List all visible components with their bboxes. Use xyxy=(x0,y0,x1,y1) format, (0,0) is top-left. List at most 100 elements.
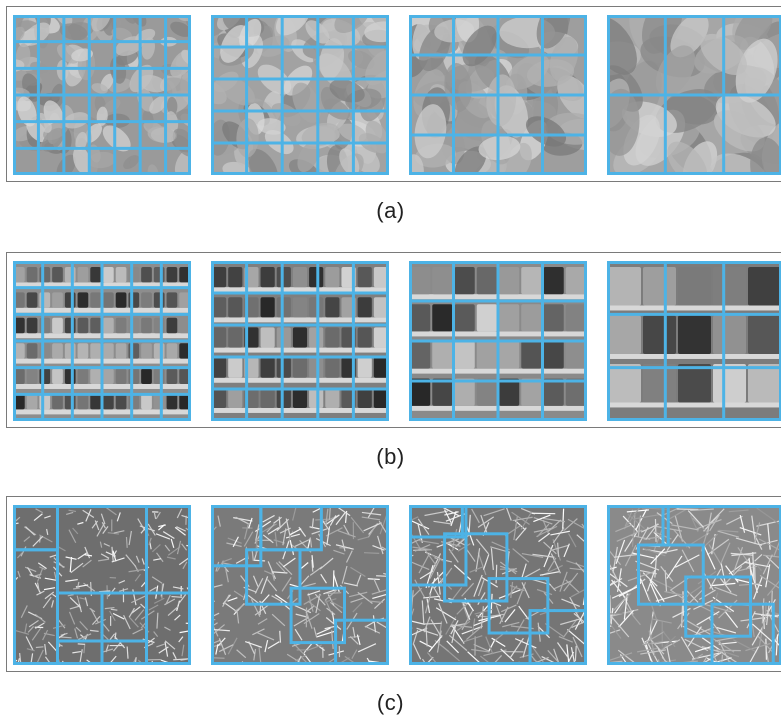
foliage-strand xyxy=(414,543,431,552)
foliage-strand xyxy=(130,606,141,615)
foliage-strand xyxy=(417,523,423,544)
foliage-strand xyxy=(236,609,240,624)
foliage-strand xyxy=(567,628,585,645)
foliage-strand xyxy=(567,518,585,529)
product-item xyxy=(410,267,431,295)
product-item xyxy=(309,357,324,378)
foliage-strand xyxy=(443,509,452,523)
foliage-strand xyxy=(166,556,176,560)
foliage-strand xyxy=(558,636,573,643)
foliage-strand xyxy=(361,516,381,521)
foliage-strand xyxy=(105,551,116,557)
pasta-shape xyxy=(172,128,191,157)
patch-box xyxy=(661,505,670,547)
foliage-strand xyxy=(616,529,643,542)
product-item xyxy=(90,292,101,308)
product-item xyxy=(357,387,372,408)
foliage-strand xyxy=(224,567,229,583)
foliage-strand xyxy=(177,594,187,605)
foliage-strand xyxy=(52,624,66,629)
figure-row-a xyxy=(6,6,781,182)
foliage-strand xyxy=(487,638,496,652)
foliage-strand xyxy=(428,635,443,653)
foliage-strand xyxy=(739,514,746,533)
pasta-shape xyxy=(292,82,321,123)
pasta-shape xyxy=(283,65,313,96)
foliage-strand xyxy=(485,636,494,655)
product-item xyxy=(179,317,190,334)
product-item xyxy=(141,393,152,410)
foliage-strand xyxy=(733,639,758,653)
foliage-strand xyxy=(728,509,749,513)
foliage-strand xyxy=(222,594,230,608)
product-item xyxy=(26,343,38,359)
product-item xyxy=(103,343,114,359)
tile-svg xyxy=(211,15,389,175)
row-caption-b: (b) xyxy=(376,444,405,469)
product-item xyxy=(357,357,372,378)
tile-svg xyxy=(607,505,781,665)
foliage-strand xyxy=(744,561,770,568)
product-item xyxy=(52,292,63,308)
foliage-strand xyxy=(311,555,314,568)
texture-tile-c1 xyxy=(13,505,191,665)
product-item xyxy=(432,378,453,406)
foliage-strand xyxy=(716,626,737,634)
foliage-strand xyxy=(44,643,47,655)
foliage-strand xyxy=(338,507,351,517)
foliage-strand xyxy=(568,533,577,548)
foliage-strand xyxy=(717,530,740,538)
foliage-strand xyxy=(448,548,459,563)
foliage-strand xyxy=(135,555,140,563)
foliage-strand xyxy=(173,658,189,661)
foliage-strand xyxy=(34,622,45,629)
foliage-strand xyxy=(218,638,227,656)
foliage-strand xyxy=(165,594,171,604)
foliage-strand xyxy=(482,554,490,570)
foliage-strand xyxy=(543,517,565,523)
foliage-strand xyxy=(640,649,666,655)
foliage-strand xyxy=(618,585,639,598)
foliage-strand xyxy=(331,601,344,609)
foliage-strand xyxy=(79,649,83,663)
foliage-strand xyxy=(324,587,340,601)
product-item xyxy=(499,267,520,295)
foliage-strand xyxy=(305,644,322,652)
foliage-strand xyxy=(436,630,442,653)
foliage-strand xyxy=(533,516,553,525)
foliage-strand xyxy=(550,530,570,536)
foliage-strand xyxy=(721,654,724,665)
product-item xyxy=(748,363,781,403)
foliage-strand xyxy=(421,600,425,624)
foliage-strand xyxy=(500,604,517,613)
product-item xyxy=(454,341,475,369)
foliage-strand xyxy=(274,531,278,547)
foliage-strand xyxy=(563,618,578,638)
foliage-strand xyxy=(335,511,346,526)
foliage-strand xyxy=(326,526,331,546)
foliage-strand xyxy=(303,613,320,625)
foliage-strand xyxy=(252,575,259,587)
foliage-strand xyxy=(435,607,457,621)
foliage-strand xyxy=(182,561,188,570)
foliage-strand xyxy=(473,574,483,597)
product-item xyxy=(373,387,388,408)
product-item xyxy=(153,267,165,283)
product-item xyxy=(212,357,227,378)
foliage-strand xyxy=(637,647,658,653)
foliage-strand xyxy=(213,628,230,632)
foliage-strand xyxy=(499,565,518,573)
foliage-strand xyxy=(156,643,166,648)
foliage-strand xyxy=(66,511,74,515)
foliage-strand xyxy=(572,636,583,658)
product-item xyxy=(476,267,497,295)
foliage-strand xyxy=(43,587,56,591)
foliage-strand xyxy=(726,515,743,525)
tile-svg xyxy=(13,261,191,421)
foliage-strand xyxy=(341,539,346,552)
foliage-strand xyxy=(495,564,498,584)
foliage-strand xyxy=(348,591,368,598)
foliage-strand xyxy=(14,629,29,635)
product-item xyxy=(476,341,497,369)
product-item xyxy=(153,368,165,384)
